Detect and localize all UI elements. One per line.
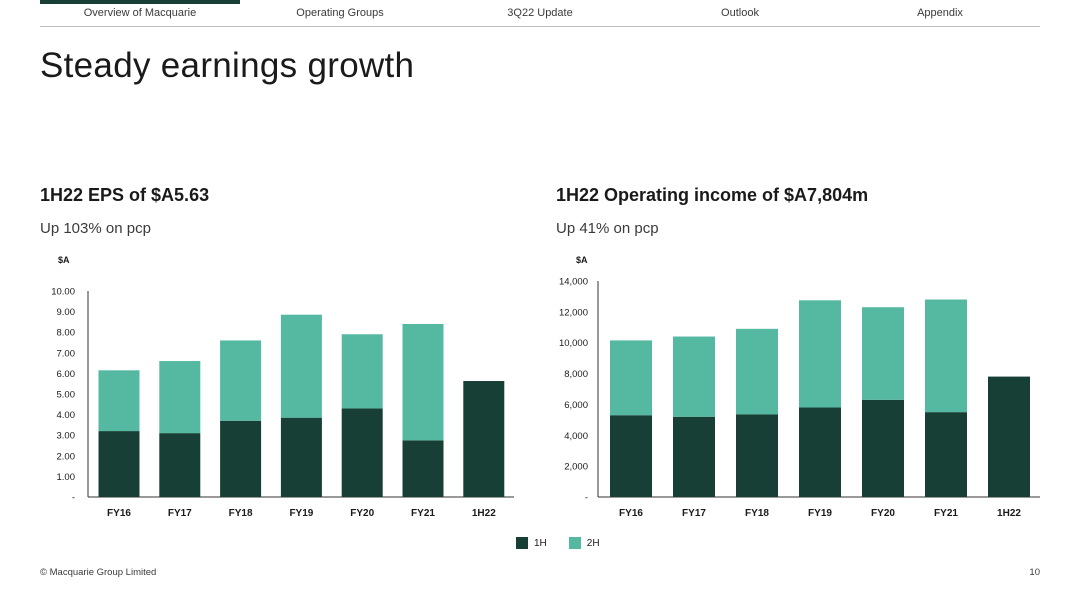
income-ylabel: $A: [576, 255, 588, 265]
income-bar-fy21-1h: [925, 412, 967, 497]
income-bar-fy19-2h: [799, 300, 841, 408]
eps-bar-fy18-2h: [220, 340, 262, 421]
income-bar-fy20-1h: [862, 399, 904, 497]
income-bar-fy17-1h: [673, 416, 715, 497]
income-bar-fy20-2h: [862, 307, 904, 400]
eps-ytick-label: 8.00: [57, 328, 76, 339]
income-xtick-label: FY19: [808, 508, 832, 519]
eps-bar-fy17-1h: [159, 433, 201, 497]
tab-overview-of-macquarie[interactable]: Overview of Macquarie: [40, 0, 240, 26]
legend-label-2h: 2H: [586, 537, 600, 549]
income-xtick-label: FY20: [871, 508, 895, 519]
income-ytick-label: 14,000: [559, 277, 588, 288]
eps-ylabel: $A: [58, 255, 70, 265]
tab-appendix[interactable]: Appendix: [917, 7, 963, 19]
income-ytick-label: 6,000: [564, 400, 588, 411]
eps-bar-fy16-1h: [98, 431, 140, 497]
income-xtick-label: FY21: [934, 508, 958, 519]
eps-bar-1h22-1h: [463, 381, 505, 497]
footer-copyright: © Macquarie Group Limited: [40, 567, 157, 578]
income-ytick-label: 2,000: [564, 462, 588, 473]
income-bar-fy18-2h: [736, 328, 778, 415]
eps-bar-fy21-2h: [402, 323, 444, 441]
eps-ytick-label: 7.00: [57, 348, 76, 359]
legend-swatch-2h: [568, 537, 581, 549]
eps-xtick-label: FY21: [411, 508, 435, 519]
income-bar-fy17-2h: [673, 336, 715, 417]
eps-xtick-label: FY16: [107, 508, 131, 519]
income-xtick-label: FY17: [682, 508, 706, 519]
income-xtick-label: 1H22: [997, 508, 1021, 519]
eps-ytick-label: 5.00: [57, 390, 76, 401]
tab-outlook[interactable]: Outlook: [721, 7, 759, 19]
page-number: 10: [1029, 567, 1040, 578]
chart-legend: 1H 2H: [516, 537, 622, 549]
income-panel-subtitle: Up 41% on pcp: [556, 220, 659, 237]
eps-bar-fy19-1h: [280, 417, 322, 497]
eps-ytick-label: 2.00: [57, 451, 76, 462]
income-ytick-label: 10,000: [559, 338, 588, 349]
legend-item-2h: 2H: [568, 537, 600, 549]
income-ytick-label: 12,000: [559, 307, 588, 318]
eps-xtick-label: FY17: [168, 508, 192, 519]
tab-3q22-update[interactable]: 3Q22 Update: [507, 7, 573, 19]
income-bar-fy16-2h: [610, 340, 652, 416]
eps-bar-fy19-2h: [280, 314, 322, 418]
income-bar-fy18-1h: [736, 414, 778, 497]
eps-xtick-label: 1H22: [472, 508, 496, 519]
eps-ytick-label: 9.00: [57, 307, 76, 318]
income-xtick-label: FY18: [745, 508, 769, 519]
legend-label-1h: 1H: [534, 537, 547, 549]
eps-ytick-label: 10.00: [51, 287, 75, 298]
eps-ytick-label: -: [72, 493, 75, 504]
eps-ytick-label: 3.00: [57, 431, 76, 442]
eps-ytick-label: 4.00: [57, 410, 76, 421]
income-ytick-label: 8,000: [564, 369, 588, 380]
eps-panel-title: 1H22 EPS of $A5.63: [40, 185, 210, 205]
eps-xtick-label: FY18: [229, 508, 253, 519]
eps-bar-fy18-1h: [220, 420, 262, 497]
top-navigation: Overview of Macquarie Operating Groups 3…: [40, 0, 1040, 27]
eps-panel-subtitle: Up 103% on pcp: [40, 220, 151, 237]
income-bar-1h22-1h: [988, 376, 1030, 497]
eps-bar-fy20-1h: [341, 408, 383, 497]
eps-xtick-label: FY20: [350, 508, 374, 519]
legend-swatch-1h: [516, 537, 528, 549]
tab-operating-groups[interactable]: Operating Groups: [296, 7, 384, 19]
eps-bar-fy16-2h: [98, 370, 140, 432]
eps-ytick-label: 6.00: [57, 369, 76, 380]
page-title: Steady earnings growth: [40, 46, 415, 85]
legend-item-1h: 1H: [516, 537, 547, 549]
income-bar-fy16-1h: [610, 415, 652, 497]
income-bar-fy19-1h: [799, 407, 841, 497]
income-ytick-label: 4,000: [564, 431, 588, 442]
eps-bar-fy17-2h: [159, 361, 201, 434]
income-xtick-label: FY16: [619, 508, 643, 519]
eps-xtick-label: FY19: [289, 508, 313, 519]
eps-bar-fy20-2h: [341, 334, 383, 409]
income-ytick-label: -: [585, 493, 588, 504]
income-bar-fy21-2h: [925, 299, 967, 413]
eps-bar-fy21-1h: [402, 440, 444, 497]
income-panel-title: 1H22 Operating income of $A7,804m: [556, 185, 869, 205]
eps-ytick-label: 1.00: [57, 472, 76, 483]
